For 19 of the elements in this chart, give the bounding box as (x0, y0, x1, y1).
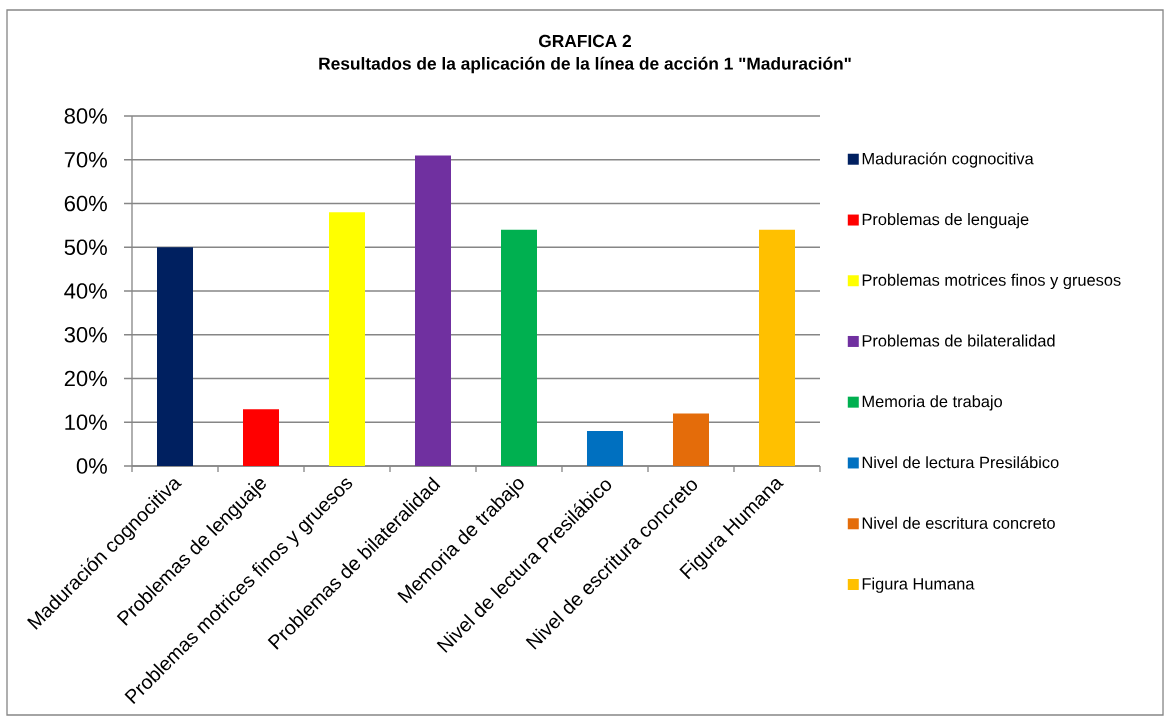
legend-label: Memoria de trabajo (862, 395, 1003, 411)
chart-subtitle: Resultados de la aplicación de la línea de acción 1 "Maduración" (319, 56, 851, 74)
legend-label: Problemas motrices finos y gruesos (862, 273, 1121, 290)
chart-title: GRAFICA 2 (539, 34, 632, 48)
y-tick-label: 70% (64, 151, 107, 168)
y-tick-label: 80% (64, 108, 107, 124)
y-tick-label: 0% (76, 458, 107, 474)
y-tick-label: 60% (64, 195, 107, 212)
legend-label: Nivel de lectura Presilábico (862, 455, 1059, 469)
y-tick-label: 40% (64, 283, 107, 299)
y-tick-label: 10% (65, 414, 107, 431)
legend-label: Problemas de bilateralidad (862, 334, 1055, 347)
y-tick-label: 50% (64, 239, 107, 256)
legend-label: Nivel de escritura concreto (862, 516, 1055, 529)
legend-label: Figura Humana (862, 577, 975, 593)
y-tick-label: 20% (64, 370, 107, 387)
legend-label: Maduración cognocitiva (862, 152, 1034, 168)
y-tick-label: 30% (64, 326, 107, 343)
legend-label: Problemas de lenguaje (862, 213, 1029, 229)
